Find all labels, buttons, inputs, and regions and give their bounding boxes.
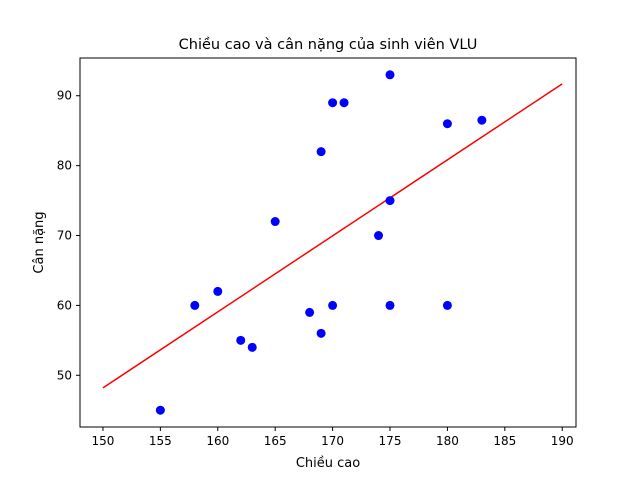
data-point [190, 300, 200, 310]
data-point [339, 98, 349, 108]
data-point [374, 231, 384, 241]
data-point [247, 342, 257, 352]
data-point [385, 300, 395, 310]
plot-area [102, 70, 563, 415]
data-point [385, 196, 395, 206]
x-tick-label: 185 [493, 434, 516, 448]
x-axis-label: Chiều cao [296, 456, 360, 471]
data-point [442, 119, 452, 129]
x-tick-label: 190 [551, 434, 574, 448]
y-axis-ticks: 50 60 70 80 90 [57, 89, 80, 382]
data-point [385, 70, 395, 80]
x-tick-label: 180 [436, 434, 459, 448]
y-tick-label: 50 [57, 368, 72, 382]
plot-frame [79, 57, 577, 428]
data-point [270, 217, 280, 227]
x-axis-ticks: 150 155 160 165 170 175 180 185 190 [92, 427, 574, 448]
x-tick-label: 170 [321, 434, 344, 448]
y-tick-label: 90 [57, 89, 72, 103]
y-tick-label: 70 [57, 229, 72, 243]
x-tick-label: 165 [264, 434, 287, 448]
data-point [155, 405, 165, 415]
x-tick-label: 155 [149, 434, 172, 448]
data-point [213, 286, 223, 296]
data-point [328, 98, 338, 108]
x-tick-label: 175 [379, 434, 402, 448]
chart-title: Chiều cao và cân nặng của sinh viên VLU [179, 36, 478, 53]
data-point [477, 115, 487, 125]
regression-line [102, 83, 563, 389]
data-point [442, 300, 452, 310]
data-point [236, 335, 246, 345]
y-axis-label: Cân nặng [32, 211, 47, 273]
data-point [305, 307, 315, 317]
data-point [328, 300, 338, 310]
data-point [316, 147, 326, 157]
x-tick-label: 160 [206, 434, 229, 448]
y-tick-label: 60 [57, 298, 72, 312]
x-tick-label: 150 [92, 434, 115, 448]
y-tick-label: 80 [57, 159, 72, 173]
data-point [316, 328, 326, 338]
